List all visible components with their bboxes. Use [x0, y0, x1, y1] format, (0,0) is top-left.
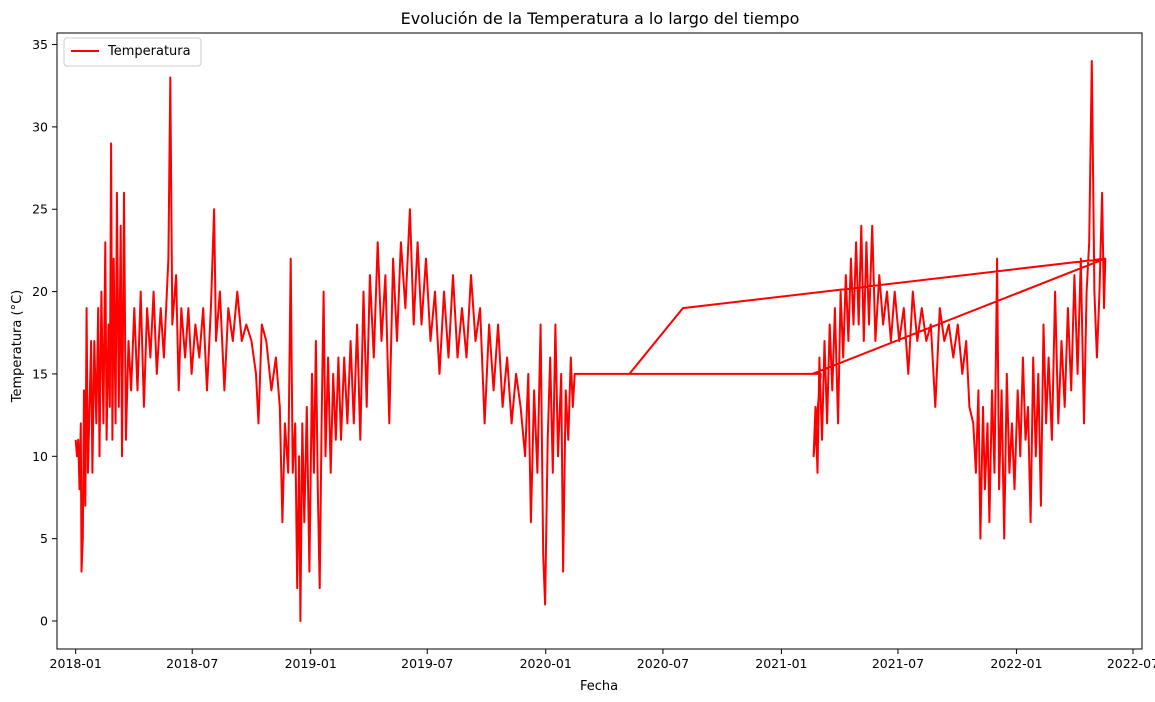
y-tick-label-4: 20 [32, 284, 48, 299]
y-tick-label-1: 5 [40, 531, 48, 546]
y-tick-label-7: 35 [32, 37, 48, 52]
y-axis-ticks: 0 5 10 15 20 25 30 35 [32, 37, 57, 629]
x-tick-label-6: 2021-01 [755, 656, 807, 671]
x-tick-label-5: 2020-07 [637, 656, 689, 671]
x-tick-label-3: 2019-07 [401, 656, 453, 671]
x-tick-label-0: 2018-01 [50, 656, 102, 671]
series-layer [74, 60, 1107, 622]
x-tick-label-9: 2022-07 [1107, 656, 1155, 671]
legend: Temperatura [63, 37, 202, 67]
y-tick-label-3: 15 [32, 366, 48, 381]
plot-frame [56, 32, 1143, 650]
legend-label-temperatura: Temperatura [107, 44, 191, 59]
y-tick-label-6: 30 [32, 119, 48, 134]
y-tick-label-2: 10 [32, 449, 48, 464]
series-line-0 [74, 60, 1107, 622]
x-tick-label-2: 2019-01 [285, 656, 337, 671]
x-tick-label-8: 2022-01 [990, 656, 1042, 671]
plot-area [56, 32, 1143, 650]
x-axis-ticks: 2018-01 2018-07 2019-01 2019-07 2020-01 2020-… [50, 649, 1155, 671]
x-tick-label-4: 2020-01 [520, 656, 572, 671]
y-tick-label-0: 0 [40, 614, 48, 629]
y-axis-label: Temperatura (°C) [10, 290, 25, 403]
x-axis-label: Fecha [580, 679, 618, 694]
y-tick-label-5: 25 [32, 202, 48, 217]
chart-title: Evolución de la Temperatura a lo largo d… [401, 9, 800, 28]
x-tick-label-1: 2018-07 [166, 656, 218, 671]
legend-box [63, 37, 202, 67]
x-tick-label-7: 2021-07 [872, 656, 924, 671]
